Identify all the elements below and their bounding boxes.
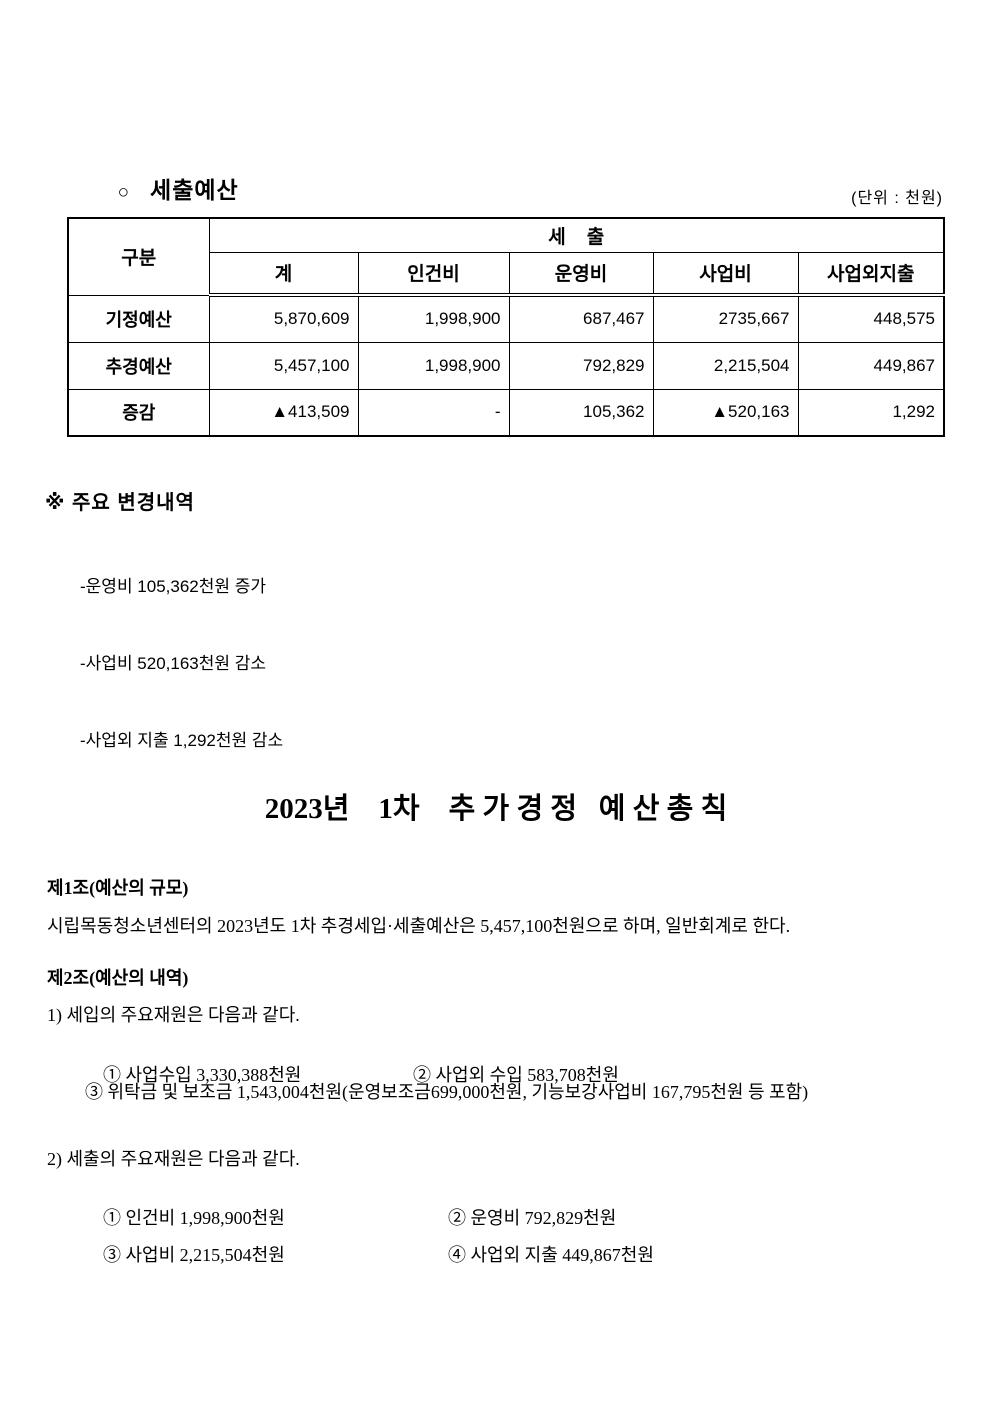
col-header-non-project-expense: 사업외지출 <box>797 251 945 297</box>
revenue-item-2: ② 사업외 수입 583,708천원 <box>413 1065 619 1085</box>
cell-project-cost: 2,215,504 <box>652 341 799 390</box>
table-row-original-budget: 기정예산 5,870,609 1,998,900 687,467 2735,66… <box>67 294 945 343</box>
cell-labor-cost: - <box>357 388 510 437</box>
cell-project-cost: 2735,667 <box>652 294 799 343</box>
table-corner-header: 구분 <box>67 217 210 296</box>
revenue-items-line1: ① 사업수입 3,330,388천원 ② 사업외 수입 583,708천원 <box>85 1040 619 1108</box>
cell-total: 5,457,100 <box>208 341 359 390</box>
cell-total: 5,870,609 <box>208 294 359 343</box>
change-item-non-project-expense: -사업외 지출 1,292천원 감소 <box>80 731 284 750</box>
table-header-row-1: 구분 세 출 <box>67 217 945 296</box>
cell-labor-cost: 1,998,900 <box>357 341 510 390</box>
expenditure-budget-heading: ○ 세출예산 <box>88 144 239 232</box>
provisions-title: 2023년 1차 추 가 경 정 예 산 총 칙 <box>264 793 728 825</box>
article2-heading: 제2조(예산의 내역) <box>47 968 189 988</box>
row-label: 추경예산 <box>67 341 210 390</box>
table-header-row-2: 계 인건비 운영비 사업비 사업외지출 <box>68 251 945 297</box>
col-header-labor-cost: 인건비 <box>357 251 510 297</box>
cell-operating-cost: 792,829 <box>508 341 654 390</box>
cell-project-cost: ▲520,163 <box>652 388 799 437</box>
col-header-operating-cost: 운영비 <box>508 251 654 297</box>
cell-non-project-expense: 448,575 <box>797 294 945 343</box>
cell-non-project-expense: 449,867 <box>797 341 945 390</box>
change-item-project-cost: -사업비 520,163천원 감소 <box>80 654 267 673</box>
table-row-revised-budget: 추경예산 5,457,100 1,998,900 792,829 2,215,5… <box>67 341 945 390</box>
row-label: 기정예산 <box>67 294 210 343</box>
expenditure-budget-table: 구분 세 출 계 인건비 운영비 사업비 사업외지출 기정예산 5,870,60… <box>67 217 945 437</box>
circle-bullet-icon: ○ <box>117 182 131 203</box>
cell-non-project-expense: 1,292 <box>797 388 945 437</box>
row-label: 증감 <box>67 388 210 437</box>
major-changes-heading: ※ 주요 변경내역 <box>45 492 195 514</box>
expenditure-budget-heading-label: 세출예산 <box>150 177 239 203</box>
expenditure-item-4: ④ 사업외 지출 449,867천원 <box>448 1245 654 1265</box>
unit-note: (단위 : 천원) <box>851 190 943 207</box>
major-changes-list: -운영비 105,362천원 증가 -사업비 520,163천원 감소 -사업외… <box>80 528 283 799</box>
cell-operating-cost: 687,467 <box>508 294 654 343</box>
expenditure-item-3: ③ 사업비 2,215,504천원 <box>103 1245 285 1265</box>
revenue-intro: 1) 세입의 주요재원은 다음과 같다. <box>47 1005 300 1025</box>
article1-body: 시립목동청소년센터의 2023년도 1차 추경세입·세출예산은 5,457,10… <box>47 916 791 936</box>
revenue-item-3: ③ 위탁금 및 보조금 1,543,004천원(운영보조금699,000천원, … <box>85 1082 809 1102</box>
expenditure-item-2: ② 운영비 792,829천원 <box>448 1208 617 1228</box>
col-header-project-cost: 사업비 <box>652 251 799 297</box>
table-group-header: 세 출 <box>208 217 945 253</box>
col-header-total: 계 <box>208 251 359 297</box>
expenditure-intro: 2) 세출의 주요재원은 다음과 같다. <box>47 1149 300 1169</box>
expenditure-items-line2: ③ 사업비 2,215,504천원 ④ 사업외 지출 449,867천원 <box>85 1220 654 1288</box>
cell-operating-cost: 105,362 <box>508 388 654 437</box>
cell-total: ▲413,509 <box>208 388 359 437</box>
table-row-change: 증감 ▲413,509 - 105,362 ▲520,163 1,292 <box>67 388 945 437</box>
change-item-operating-cost: -운영비 105,362천원 증가 <box>80 577 267 596</box>
expenditure-items-line1: ① 인건비 1,998,900천원 ② 운영비 792,829천원 <box>85 1183 616 1251</box>
revenue-item-1: ① 사업수입 3,330,388천원 <box>103 1065 302 1085</box>
expenditure-item-1: ① 인건비 1,998,900천원 <box>103 1208 285 1228</box>
article1-heading: 제1조(예산의 규모) <box>47 878 189 898</box>
cell-labor-cost: 1,998,900 <box>357 294 510 343</box>
